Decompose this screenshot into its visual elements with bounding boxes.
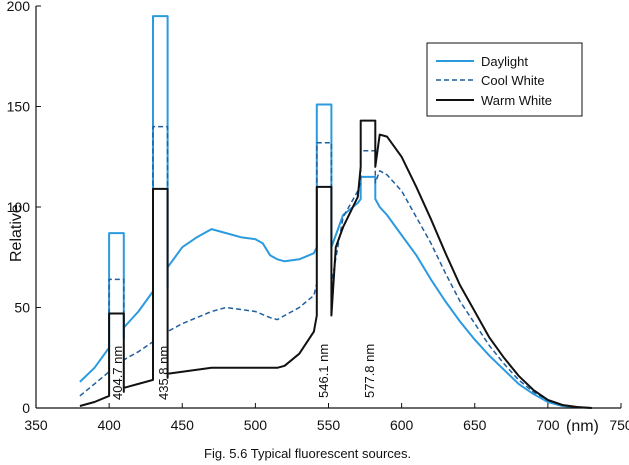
spike-daylight: [317, 104, 332, 247]
legend-label-cool-white: Cool White: [481, 73, 545, 88]
series-line-warm-white: [79, 119, 592, 409]
figure-caption: Fig. 5.6 Typical fluorescent sources.: [204, 446, 411, 461]
legend-label-daylight: Daylight: [481, 54, 528, 69]
y-tick-label: 150: [7, 99, 31, 115]
y-axis-label: Relative: [8, 204, 25, 262]
spike-daylight: [361, 177, 376, 199]
spike-cool-white: [153, 127, 168, 336]
y-tick-label: 0: [22, 400, 30, 416]
annotation-404-7: 404.7 nm: [110, 346, 125, 400]
x-tick-label: 500: [244, 417, 268, 433]
annotation-546-1: 546.1 nm: [316, 344, 331, 398]
series-line-daylight: [79, 15, 592, 409]
spike-warm-white: [361, 121, 376, 167]
x-tick-label: 600: [390, 417, 414, 433]
x-axis-label: (nm): [566, 418, 599, 435]
y-tick-label: 200: [7, 0, 31, 14]
y-tick-label: 100: [7, 199, 31, 215]
x-tick-label: 700: [536, 417, 560, 433]
spike-warm-white: [317, 187, 332, 316]
x-tick-label: 450: [171, 417, 195, 433]
y-tick-label: 50: [14, 300, 30, 316]
spike-cool-white: [361, 151, 376, 183]
ticks-layer: 350 400 450 500 550 600 650 700 750 0 50 100 150 200: [7, 0, 629, 433]
x-tick-label: 400: [97, 417, 121, 433]
spike-cool-white: [317, 143, 332, 284]
series-layer: [79, 15, 592, 409]
annotation-435-8: 435.8 nm: [156, 346, 171, 400]
x-tick-label: 650: [463, 417, 487, 433]
x-tick-label: 350: [24, 417, 48, 433]
spike-daylight: [153, 16, 168, 287]
legend-label-warm-white: Warm White: [481, 93, 552, 108]
spike-daylight: [109, 233, 124, 338]
annotation-577-8: 577.8 nm: [362, 344, 377, 398]
x-tick-label: 550: [317, 417, 341, 433]
x-tick-label: 750: [609, 417, 629, 433]
series-line-cool-white: [79, 125, 592, 409]
legend: Daylight Cool White Warm White: [426, 42, 583, 117]
